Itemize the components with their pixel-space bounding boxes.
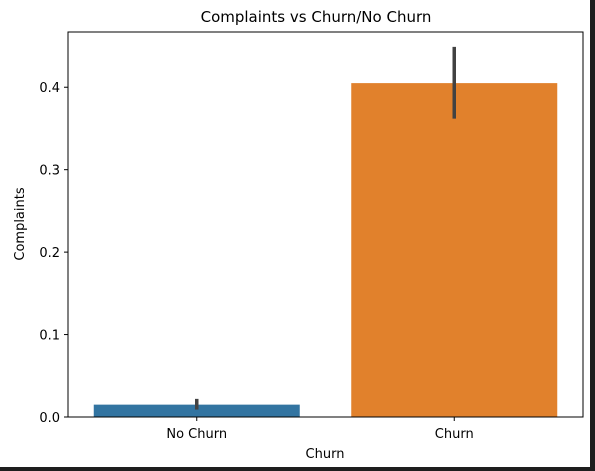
x-axis: No Churn Churn xyxy=(166,417,474,442)
y-tick-label: 0.4 xyxy=(39,81,60,96)
y-axis-label: Complaints xyxy=(13,187,28,260)
window-edge xyxy=(590,0,595,467)
y-tick-label: 0.3 xyxy=(39,164,60,179)
bar-no-churn xyxy=(93,404,300,417)
plot-area-border xyxy=(67,31,584,418)
y-tick-label: 0.2 xyxy=(39,246,60,261)
x-tick-label: Churn xyxy=(435,427,474,442)
y-axis: 0.0 0.1 0.2 0.3 0.4 xyxy=(39,81,68,426)
y-tick-label: 0.0 xyxy=(39,411,60,426)
error-bars-layer xyxy=(195,46,456,410)
x-axis-label: Churn xyxy=(306,447,345,462)
y-tick-label: 0.1 xyxy=(39,329,60,344)
bar-churn xyxy=(351,83,558,417)
chart-title: Complaints vs Churn/No Churn xyxy=(201,8,432,26)
x-tick-label: No Churn xyxy=(166,427,227,442)
bars-layer xyxy=(93,83,558,417)
